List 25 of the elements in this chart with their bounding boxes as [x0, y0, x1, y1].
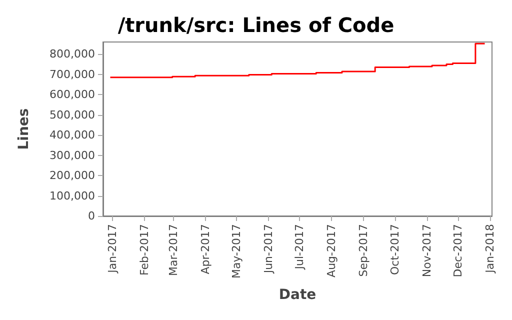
- y-tick-label: 300,000: [50, 148, 95, 162]
- y-axis-title: Lines: [16, 108, 32, 150]
- x-tick-label: Jun-2017: [262, 224, 276, 274]
- x-tick-label: Jul-2017: [293, 224, 306, 270]
- chart-title: /trunk/src: Lines of Code: [118, 13, 394, 37]
- x-tick-label: May-2017: [230, 224, 243, 279]
- x-axis-title: Date: [278, 287, 316, 303]
- y-tick-label: 400,000: [50, 128, 95, 142]
- y-tick-label: 200,000: [50, 169, 95, 182]
- y-tick-label: 800,000: [50, 48, 95, 61]
- x-tick-label: Nov-2017: [420, 224, 434, 278]
- x-tick-label: Sep-2017: [357, 224, 370, 277]
- x-tick-label: Feb-2017: [138, 224, 151, 276]
- y-tick-label: 600,000: [50, 88, 95, 102]
- x-tick-label: Jan-2018: [483, 224, 496, 274]
- y-tick-label: 0: [88, 210, 95, 222]
- x-tick-label: Aug-2017: [325, 224, 338, 278]
- x-tick-label: Mar-2017: [166, 224, 180, 276]
- y-tick-label: 500,000: [50, 108, 95, 122]
- x-tick-label: Oct-2017: [388, 224, 402, 275]
- y-tick-label: 700,000: [50, 68, 95, 81]
- x-tick-label: Dec-2017: [451, 224, 464, 278]
- x-tick-label: Apr-2017: [198, 224, 212, 274]
- x-tick-label: Jan-2017: [106, 224, 119, 274]
- y-tick-label: 100,000: [50, 189, 95, 202]
